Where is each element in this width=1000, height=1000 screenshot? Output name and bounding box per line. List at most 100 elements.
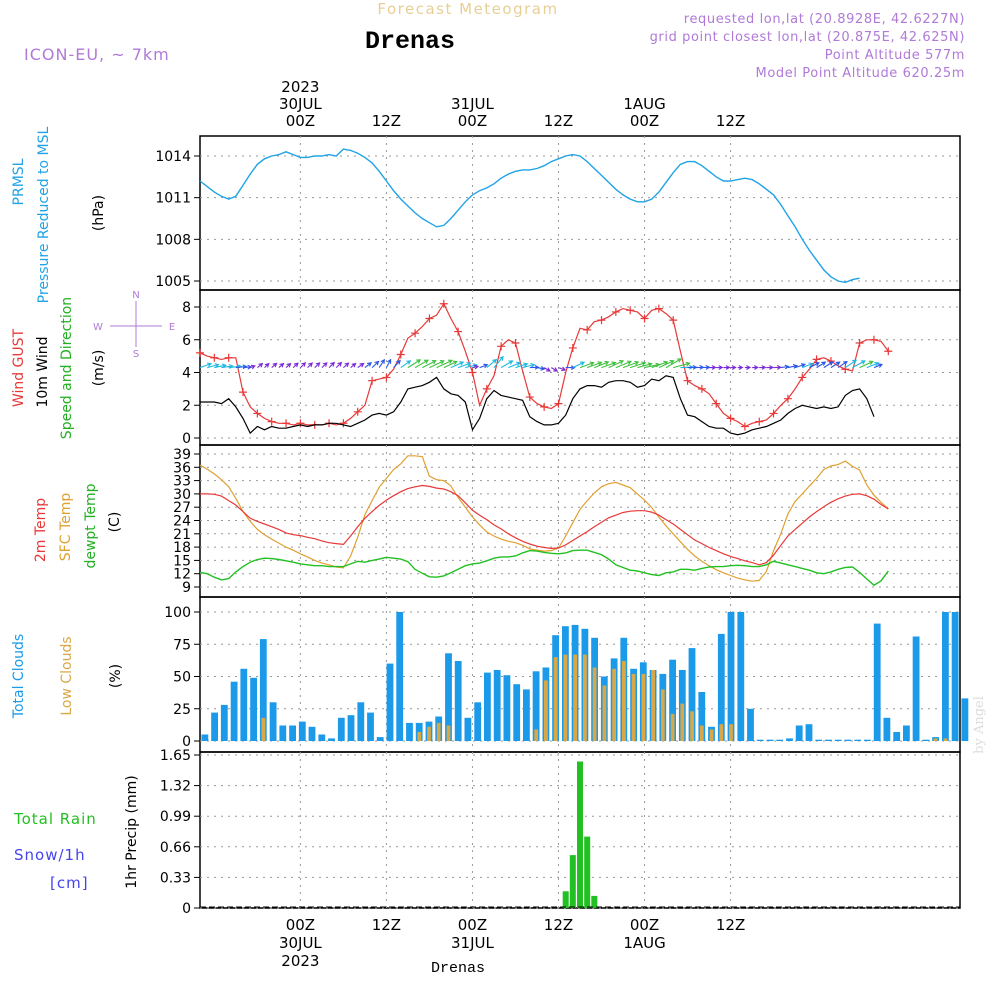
prmsl-label: PRMSL: [11, 158, 27, 205]
gust-marker: [568, 343, 577, 352]
y-tick-label: 15: [173, 553, 191, 569]
dewpt-label: dewpt Temp: [83, 483, 99, 568]
watermark: by Angel: [972, 696, 987, 754]
wind-arrow: [730, 365, 737, 370]
top-hour-label: 00Z: [458, 112, 487, 130]
low-cloud-bar: [699, 725, 704, 741]
rain-bar: [591, 895, 598, 908]
snow-label: Snow/1h: [14, 846, 86, 864]
y-tick-label: 12: [173, 567, 191, 583]
wind-arrow: [579, 361, 595, 369]
low-cloud-bar: [573, 654, 578, 741]
total-cloud-bar: [386, 663, 394, 741]
wind-labels: Wind GUST 10m Wind Speed and Direction (…: [11, 290, 175, 439]
total-cloud-bar: [503, 675, 511, 741]
gust-marker: [640, 314, 649, 323]
wind-arrow: [622, 360, 640, 369]
wind-arrow: [429, 360, 445, 369]
y-tick-label: 50: [173, 670, 191, 686]
wind-arrow: [371, 360, 380, 368]
total-cloud-bar: [298, 721, 306, 741]
wind-arrow: [701, 365, 711, 370]
y-tick-label: 0.99: [160, 809, 191, 825]
y-tick-label: 6: [182, 333, 191, 349]
low-cloud-bar: [719, 724, 724, 741]
gust-marker: [769, 409, 778, 418]
total-cloud-bar: [717, 633, 725, 741]
gust-marker: [669, 316, 678, 325]
wind-arrow: [594, 360, 610, 369]
bottom-date-label: 31JUL: [451, 934, 494, 952]
wind-arrow: [328, 361, 336, 368]
wind-arrow: [207, 363, 220, 369]
wind-arrow: [716, 365, 724, 370]
top-hour-label: 00Z: [630, 112, 659, 130]
total-cloud-bar: [873, 623, 881, 741]
total-cloud-bar: [337, 717, 345, 741]
low-cloud-bar: [417, 732, 422, 741]
wind-arrow: [414, 359, 430, 369]
y-tick-label: 75: [173, 637, 191, 653]
gust-marker: [812, 355, 821, 364]
bottom-hour-label: 00Z: [630, 916, 659, 934]
wind-arrow: [830, 361, 841, 369]
gust-marker: [497, 342, 506, 351]
low-cloud-bar: [670, 713, 675, 741]
pressure-unit-label: (hPa): [91, 195, 107, 231]
gust-marker: [726, 414, 735, 423]
gust-marker: [841, 365, 850, 374]
wind-arrow: [378, 358, 385, 368]
total-cloud-bar: [328, 738, 335, 741]
precip-panel: 0 0.33 0.66 0.99 1.32 1.65: [160, 748, 961, 917]
gust-marker: [425, 314, 434, 323]
low-cloud-bar: [534, 729, 539, 741]
y-tick-label: 25: [173, 702, 191, 718]
y-tick-label: 2: [182, 398, 191, 414]
gust-marker: [611, 307, 620, 316]
y-tick-label: 18: [173, 540, 191, 556]
total-cloud-bar: [376, 737, 384, 741]
low-cloud-bar: [427, 726, 431, 741]
bottom-hour-label: 12Z: [372, 916, 401, 934]
y-tick-label: 0: [182, 901, 191, 917]
total-cloud-bar: [308, 726, 316, 741]
total-cloud-bar: [698, 692, 706, 741]
low-cloud-bar: [583, 654, 587, 741]
total-cloud-bar: [834, 739, 842, 741]
compass-rose: N W E S: [93, 290, 175, 360]
total-cloud-bar: [474, 702, 482, 741]
total-cloud-bar: [201, 734, 209, 741]
total-cloud-bar: [513, 684, 521, 741]
wind-arrow: [787, 363, 799, 369]
wind-dir-label: Speed and Direction: [59, 297, 75, 439]
y-tick-label: 30: [173, 487, 191, 503]
low-cloud-bar: [602, 685, 607, 741]
dewpt-line: [199, 549, 889, 587]
bottom-date-label: 1AUG: [623, 934, 665, 952]
wind-arrow: [393, 359, 401, 368]
panels: 1005100810111014024689121518212427303336…: [155, 135, 969, 917]
top-date-label: 31JUL: [451, 95, 494, 113]
total-cloud-bar: [367, 712, 374, 741]
wind-arrow: [780, 364, 790, 370]
wind-arrow: [816, 361, 827, 369]
wind-arrow: [587, 361, 603, 369]
gust-marker: [783, 394, 792, 403]
snow-unit-label: [cm]: [50, 874, 89, 892]
gust-marker: [282, 419, 291, 428]
y-tick-label: 100: [164, 605, 191, 621]
total-cloud-bar: [903, 725, 910, 741]
wind-arrow: [723, 365, 731, 370]
wind-arrow: [292, 362, 299, 369]
wind-arrow: [837, 360, 848, 369]
total-cloud-bar: [951, 612, 959, 741]
gust-marker: [339, 419, 348, 428]
y-tick-label: 24: [173, 514, 191, 530]
y-tick-label: 0: [182, 431, 191, 447]
y-tick-label: 1005: [155, 274, 191, 290]
compass-south: S: [133, 349, 139, 360]
wind-arrow: [250, 364, 256, 370]
